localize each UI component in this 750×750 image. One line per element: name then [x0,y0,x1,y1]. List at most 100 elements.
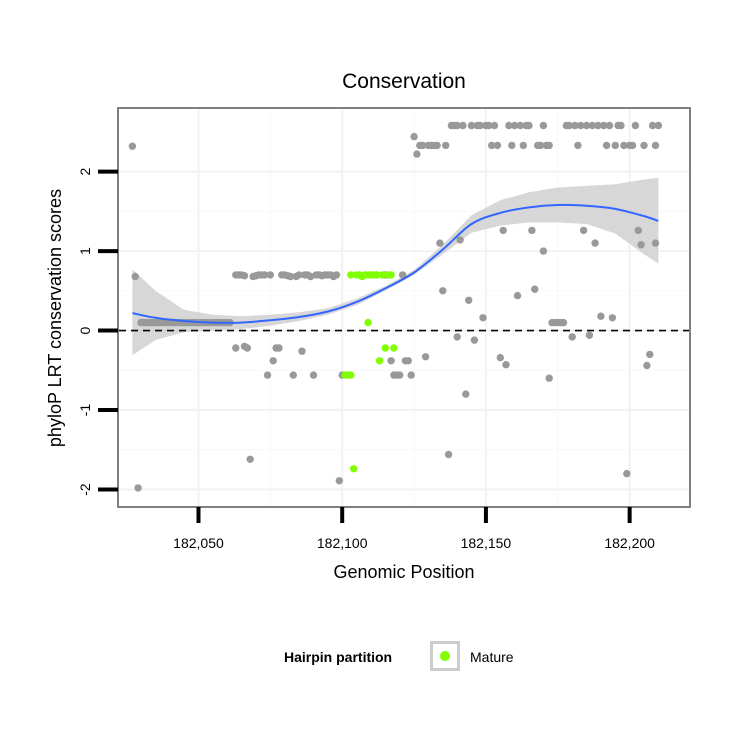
y-tick-label: 1 [77,247,93,255]
point-other [453,333,461,341]
point-other [565,121,573,130]
point-other [539,121,548,130]
point-other [470,336,479,344]
confidence-band [132,177,659,356]
point-other [263,371,272,379]
point-mature [381,344,389,352]
point-other [398,271,407,279]
point-other [605,121,614,130]
point-other [456,236,464,244]
point-mature [390,344,398,352]
point-other [545,141,553,150]
point-other [571,121,579,130]
point-other [539,247,548,255]
point-other [531,285,539,293]
point-other [582,121,591,130]
point-other [591,239,599,247]
point-other [479,314,487,322]
point-other [453,121,461,130]
point-other [439,287,447,295]
point-other [335,477,343,485]
point-other [588,121,596,130]
point-other [617,121,625,130]
point-other [528,226,536,235]
point-other [519,141,527,150]
legend-title: Hairpin partition [284,649,393,665]
point-other [298,347,306,355]
smooth-line-layer [132,203,659,324]
point-mature [373,271,381,279]
point-other [286,272,295,281]
point-other [568,333,576,341]
point-other [513,291,522,300]
point-other [462,390,470,398]
point-other [637,241,645,249]
point-other [594,121,602,130]
point-other [134,484,142,492]
point-other [508,141,516,150]
point-other [476,121,484,130]
point-mature [350,465,358,473]
x-axis-label: Genomic Position [333,562,475,582]
point-mature [378,271,387,279]
point-other [433,141,441,150]
point-other [306,272,315,281]
point-mature [347,271,355,279]
y-tick-label: -1 [77,404,93,417]
point-other [332,271,341,279]
point-mature [364,318,372,327]
point-other [459,121,467,130]
point-other [574,141,582,150]
point-other [643,361,651,370]
axis-ticks-layer: 182,050 182,100 182,150 182,200 2 1 0 -1 -2 [77,167,655,551]
point-other [467,121,476,130]
point-other [577,121,585,130]
point-other [585,331,594,339]
point-other [597,312,605,320]
point-other [407,371,415,379]
point-other [387,357,395,365]
point-other [260,271,269,279]
point-other [525,121,533,130]
point-other [648,121,657,130]
point-other [488,141,496,150]
point-other [579,226,588,235]
point-other [275,344,283,352]
point-other [516,121,525,130]
point-other [628,141,637,150]
point-other [243,344,251,352]
confidence-band-layer [132,177,659,356]
point-mature [387,271,395,279]
y-tick-label: -2 [77,483,93,496]
y-axis-label: phyloP LRT conservation scores [45,188,65,448]
point-mature [347,371,355,379]
point-other [505,121,513,130]
point-other [611,141,619,150]
point-other [396,371,404,379]
legend-label-mature: Mature [470,649,514,665]
point-other [404,357,412,365]
x-tick-label: 182,200 [604,535,655,551]
point-other [128,142,137,150]
y-tick-label: 2 [77,167,93,175]
grid-lines [119,109,689,506]
point-other [490,121,499,130]
chart-title: Conservation [342,70,466,93]
point-other [608,314,617,322]
point-other [421,353,430,361]
points-layer [128,121,663,492]
x-tick-label: 182,050 [173,535,224,551]
point-other [536,141,545,150]
point-other [651,239,660,247]
point-other [600,121,608,130]
point-other [309,371,318,379]
point-other [295,271,303,279]
point-other [646,350,654,359]
point-other [419,141,427,150]
point-other [413,150,421,158]
x-tick-label: 182,100 [317,535,368,551]
point-other [654,121,663,130]
point-other [623,469,631,478]
legend-key-mature [430,641,460,671]
